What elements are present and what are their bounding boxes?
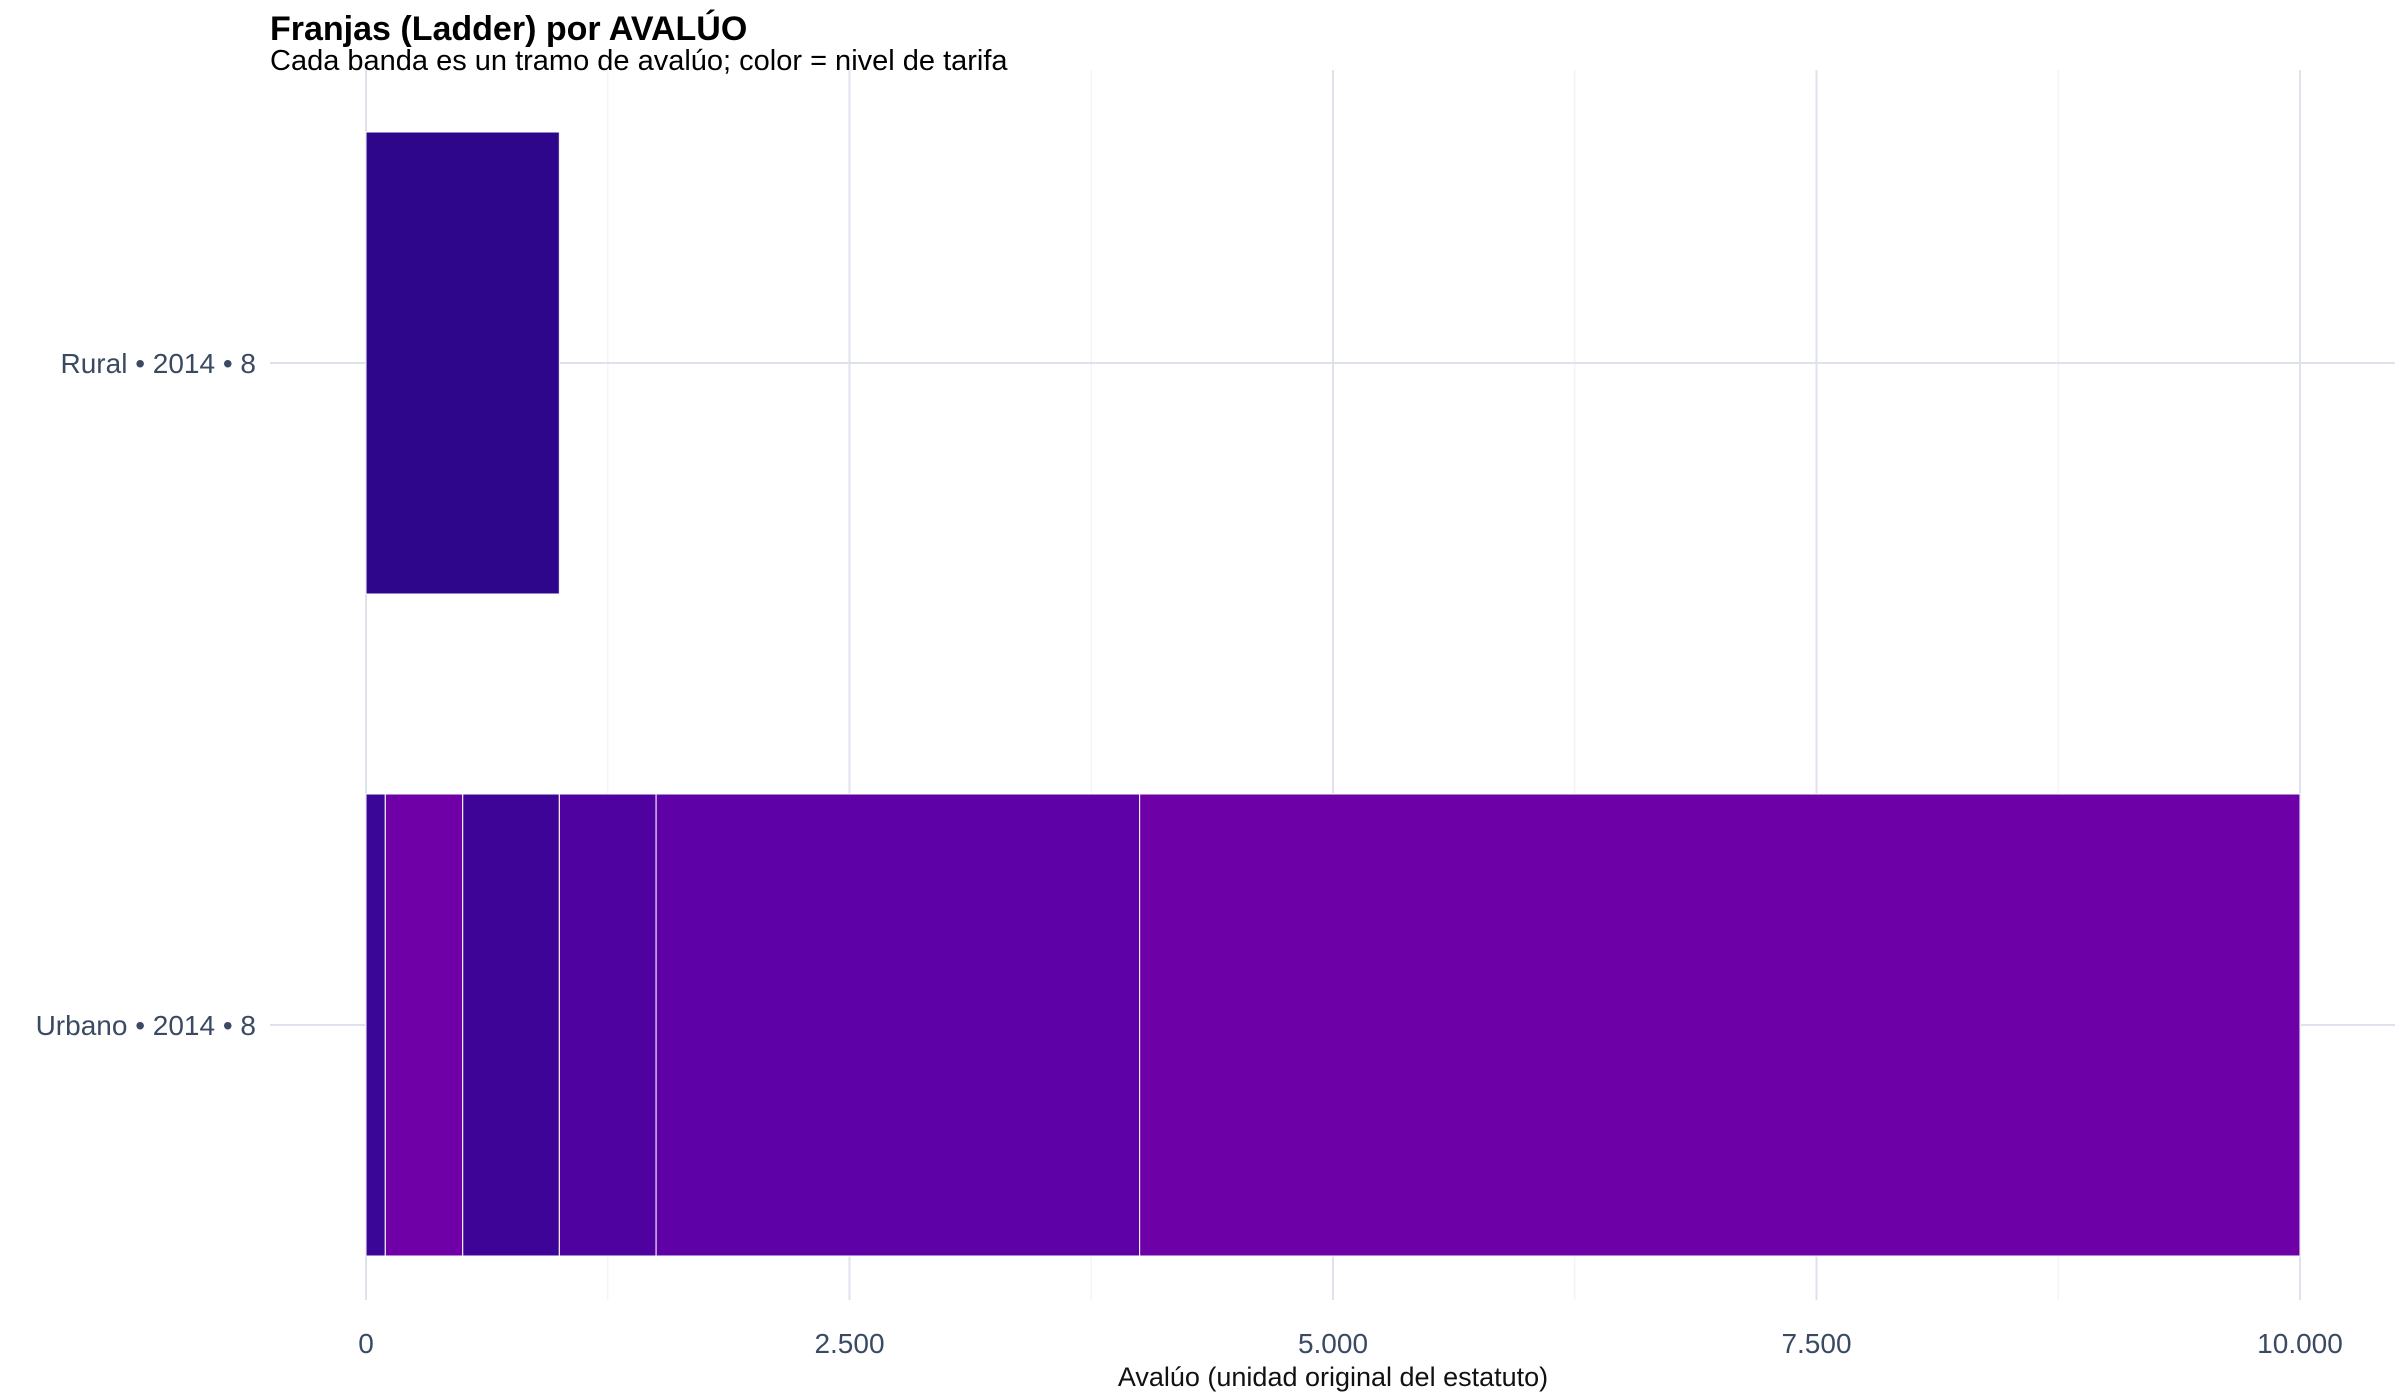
y-tick-label: Rural • 2014 • 8 (61, 348, 257, 379)
band-bar (365, 793, 386, 1257)
x-tick-label: 10.000 (2257, 1328, 2343, 1359)
x-tick-label: 5.000 (1298, 1328, 1368, 1359)
band-bar (384, 793, 464, 1257)
chart-title: Franjas (Ladder) por AVALÚO (270, 10, 748, 48)
x-axis-title: Avalúo (unidad original del estatuto) (1118, 1362, 1548, 1392)
x-tick-label: 7.500 (1781, 1328, 1851, 1359)
band-bar (655, 793, 1141, 1257)
chart-subtitle: Cada banda es un tramo de avalúo; color … (270, 45, 1008, 77)
x-axis-tick-labels: 0 2.500 5.000 7.500 10.000 (358, 1328, 2343, 1359)
x-tick-label: 0 (358, 1328, 374, 1359)
y-tick-label: Urbano • 2014 • 8 (36, 1010, 256, 1041)
y-axis-tick-labels: Rural • 2014 • 8 Urbano • 2014 • 8 (36, 348, 256, 1041)
band-bar (1138, 793, 2301, 1257)
band-bar (558, 793, 657, 1257)
band-bars (365, 131, 2301, 1257)
x-tick-label: 2.500 (814, 1328, 884, 1359)
band-bar (462, 793, 561, 1257)
band-bar (365, 131, 560, 595)
